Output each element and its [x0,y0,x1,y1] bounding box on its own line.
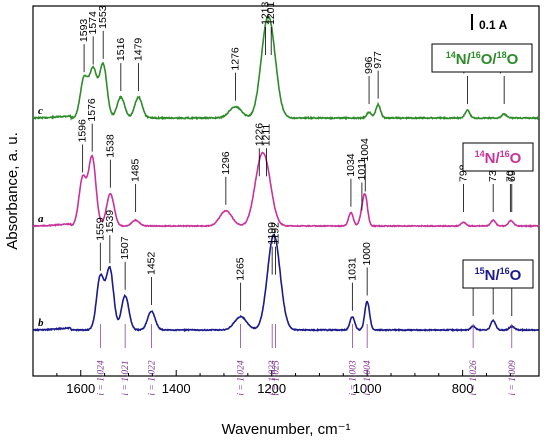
isotope-ratio-label: i = 1.021 [121,360,131,395]
legend-a: 14N/16O [463,143,533,171]
trace-letter-c: c [38,105,43,117]
peak-label: 1479 [132,38,144,62]
peak-label: 1276 [229,47,241,71]
legend-boxes: 14N/16O/18O 14N/16O 15N/16O [432,44,533,288]
peak-label: 1004 [359,138,371,162]
scale-bar-label: 0.1 A [479,18,508,32]
isotope-ratio-label: i = 1.009 [508,360,518,395]
y-axis-title: Absorbance, a. u. [4,132,21,250]
peak-label: 1538 [104,134,116,158]
isotope-ratio-label: i = 1.025 [271,360,281,395]
peak-label: 1452 [145,251,157,275]
peak-label: 1000 [361,242,373,266]
peak-label: 1296 [220,151,232,175]
peak-label: 1485 [130,158,142,182]
peak-label: 1539 [104,210,116,234]
scale-bar: 0.1 A [472,14,508,32]
legend-b: 15N/16O [463,260,533,288]
peak-label: 1211 [260,124,272,147]
peak-label: 1507 [119,236,131,260]
peak-label: 1553 [97,5,109,29]
isotope-ratio-label: i = 1.003 [348,360,358,395]
peak-label: 1192 [269,222,281,245]
peak-label: 1265 [235,257,247,281]
isotope-ratio-label: i = 1.022 [147,360,157,395]
x-axis-title: Wavenumber, cm⁻¹ [221,421,350,438]
legend-label: 14N/16O/18O [446,50,519,68]
isotope-ratio-label: i = 1.004 [363,360,373,395]
isotope-ratio-label: i = 1.024 [237,360,247,395]
isotope-ratio-label: i = 1.026 [469,360,479,395]
peak-label: 1576 [86,98,98,122]
peak-label: 977 [372,51,384,69]
peak-label: 1201 [265,1,277,25]
peak-label: 1516 [115,38,127,62]
x-tick-label: 1400 [162,381,191,396]
x-tick-label: 1600 [66,381,95,396]
trace-letter-b: b [38,317,44,329]
peak-label: 1031 [346,257,358,281]
legend-c: 14N/16O/18O [432,44,532,72]
trace-letter-a: a [38,213,44,225]
isotope-ratio-label: i = 1.024 [96,360,106,395]
